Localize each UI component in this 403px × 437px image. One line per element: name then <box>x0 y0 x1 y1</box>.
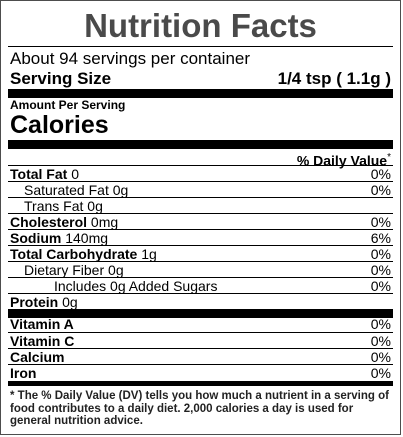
serving-size-value: 1/4 tsp ( 1.1g ) <box>277 69 391 88</box>
vitamin-name: Calcium <box>10 349 65 365</box>
nutrient-row-trans-fat: Trans Fat 0g <box>8 197 393 214</box>
vitamin-name: Vitamin C <box>10 333 75 349</box>
nutrient-amount: 1g <box>141 246 157 262</box>
nutrient-row-saturated-fat: Saturated Fat 0g 0% <box>8 181 393 198</box>
nutrient-amount: 0g <box>62 294 78 310</box>
thick-divider <box>8 309 393 318</box>
nutrient-dv: 0% <box>370 214 391 230</box>
nutrient-row-protein: Protein 0g <box>8 293 393 310</box>
nutrient-row-sodium: Sodium 140mg 6% <box>8 229 393 246</box>
nutrient-dv: 0% <box>370 166 391 182</box>
daily-value-header: % Daily Value* <box>296 152 391 169</box>
nutrient-row-total-fat: Total Fat 0 0% <box>8 165 393 182</box>
nutrient-name: Saturated Fat <box>24 182 109 198</box>
nutrient-row-dietary-fiber: Dietary Fiber 0g 0% <box>8 261 393 278</box>
nutrient-row-added-sugars: Includes 0g Added Sugars 0% <box>8 277 393 294</box>
nutrient-amount: 0 <box>71 166 79 182</box>
nutrient-dv: 0% <box>370 182 391 198</box>
nutrient-name: Total Fat <box>10 166 68 182</box>
nutrient-dv: 6% <box>370 230 391 246</box>
serving-size-row: Serving Size 1/4 tsp ( 1.1g ) <box>10 69 391 89</box>
nutrient-row-cholesterol: Cholesterol 0mg 0% <box>8 213 393 230</box>
nutrient-name: Total Carbohydrate <box>10 246 138 262</box>
vitamin-row-c: Vitamin C 0% <box>8 332 393 349</box>
nutrient-name: Cholesterol <box>10 214 88 230</box>
nutrient-name: Protein <box>10 294 59 310</box>
vitamin-row-calcium: Calcium 0% <box>8 348 393 365</box>
serving-size-label: Serving Size <box>10 69 112 88</box>
vitamin-dv: 0% <box>370 333 391 349</box>
nutrient-dv: 0% <box>370 278 391 294</box>
vitamin-name: Iron <box>10 365 37 381</box>
vitamin-dv: 0% <box>370 365 391 381</box>
vitamin-row-iron: Iron 0% <box>8 364 393 381</box>
amount-per-serving: Amount Per Serving <box>10 98 126 112</box>
nutrient-name: Includes 0g Added Sugars <box>54 278 218 294</box>
vitamin-row-a: Vitamin A 0% <box>8 316 393 332</box>
nutrient-row-total-carbohydrate: Total Carbohydrate 1g 0% <box>8 245 393 262</box>
nutrient-amount: 0mg <box>90 214 119 230</box>
nutrient-amount: 0g <box>108 262 124 278</box>
daily-value-footnote: * The % Daily Value (DV) tells you how m… <box>10 390 389 427</box>
nutrient-name: Trans Fat <box>24 198 84 214</box>
vitamin-dv: 0% <box>370 349 391 365</box>
nutrient-dv: 0% <box>370 262 391 278</box>
thick-divider <box>8 89 393 98</box>
thick-divider <box>8 140 393 149</box>
label-title: Nutrition Facts <box>84 7 317 44</box>
servings-per-container: About 94 servings per container <box>10 49 251 68</box>
nutrient-dv: 0% <box>370 246 391 262</box>
vitamin-dv: 0% <box>370 316 391 332</box>
vitamin-name: Vitamin A <box>10 316 74 332</box>
calories-label: Calories <box>10 111 109 139</box>
nutrient-amount: 140mg <box>65 230 109 246</box>
nutrient-name: Dietary Fiber <box>24 262 105 278</box>
nutrient-amount: 0g <box>87 198 103 214</box>
bottom-divider <box>8 381 393 386</box>
nutrient-name: Sodium <box>10 230 62 246</box>
title-divider <box>8 46 393 47</box>
nutrient-amount: 0g <box>112 182 129 198</box>
